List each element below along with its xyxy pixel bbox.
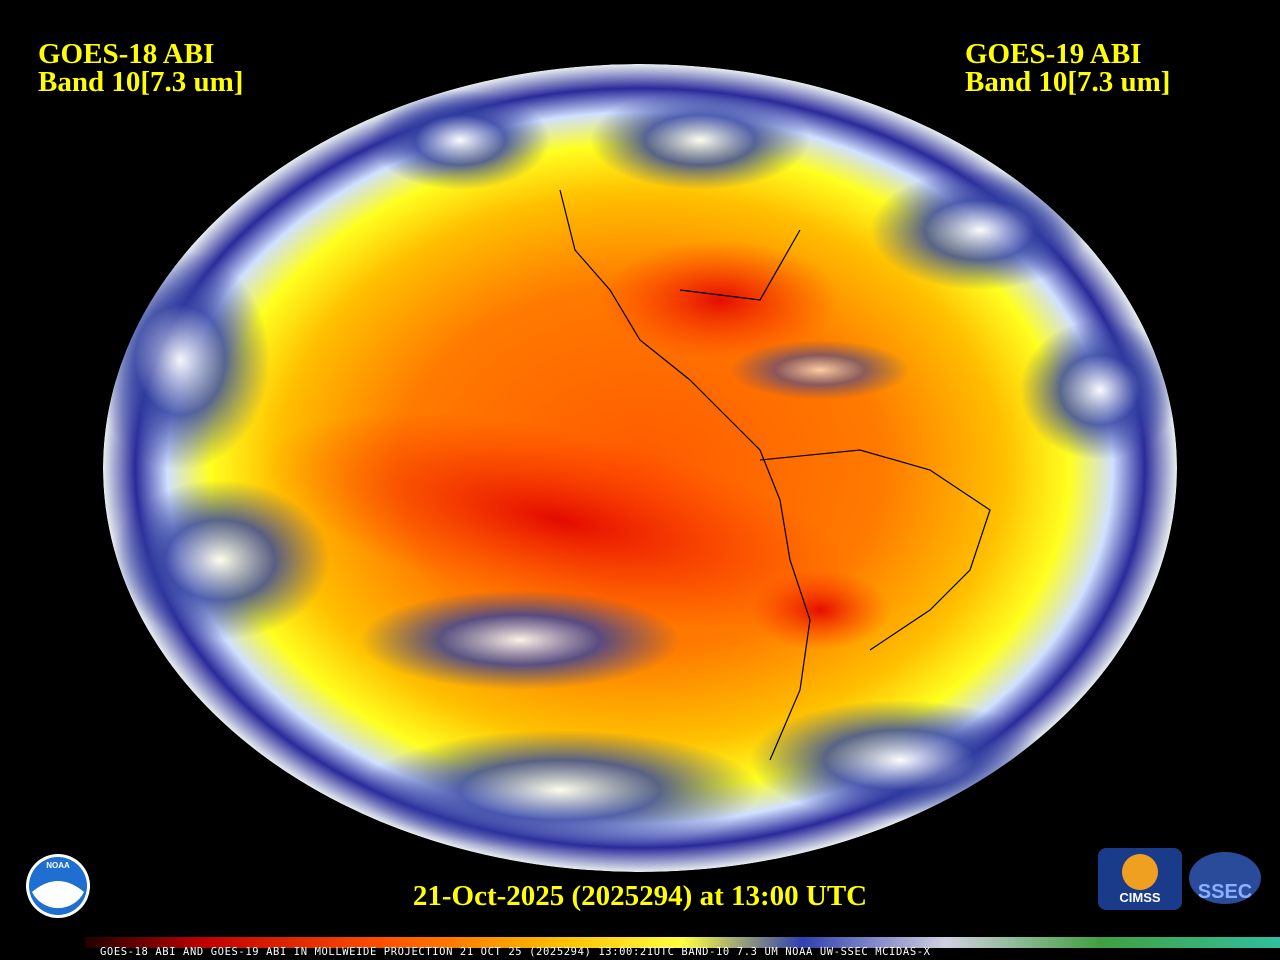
- right-band: Band 10[7.3 um]: [965, 66, 1170, 98]
- ssec-text: SSEC: [1198, 881, 1252, 903]
- left-satellite: GOES-18 ABI: [38, 38, 214, 70]
- footer: GOES-18 ABI AND GOES-19 ABI IN MOLLWEIDE…: [100, 946, 931, 958]
- left-band: Band 10[7.3 um]: [38, 66, 243, 98]
- color-bar: [85, 937, 1280, 948]
- right-satellite: GOES-19 ABI: [965, 38, 1141, 70]
- ssec-logo: SSEC: [1189, 852, 1261, 904]
- noaa-logo: NOAA: [26, 854, 90, 918]
- noaa-text: NOAA: [46, 861, 70, 870]
- cimss-text: CIMSS: [1119, 890, 1161, 905]
- timestamp: 21-Oct-2025 (2025294) at 13:00 UTC: [413, 880, 867, 912]
- globe: [103, 64, 1177, 872]
- cimss-logo: CIMSS: [1098, 848, 1182, 910]
